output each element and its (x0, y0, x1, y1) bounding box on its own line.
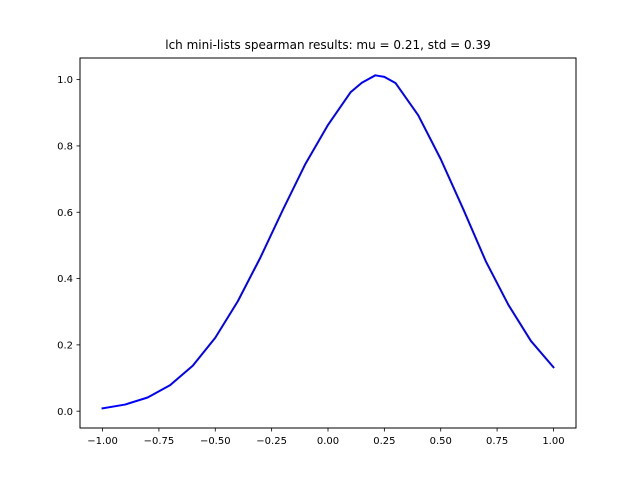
plot-area (101, 74, 555, 410)
y-tick-label: 1.0 (57, 75, 73, 86)
plot-frame (79, 57, 577, 429)
x-tick-label: 0.50 (430, 436, 452, 447)
y-tick-label: 0.6 (57, 208, 73, 219)
y-tick-label: 0.2 (57, 340, 73, 351)
x-tick-label: 0.75 (486, 436, 508, 447)
x-tick-label: −0.50 (200, 436, 231, 447)
x-axis: −1.00 −0.75 −0.50 −0.25 0.00 0.25 0.50 0.75 1.00 (87, 428, 565, 447)
x-tick-label: −0.25 (256, 436, 287, 447)
x-tick-label: −1.00 (87, 436, 118, 447)
y-tick-label: 0.8 (57, 142, 73, 153)
x-tick-label: 1.00 (542, 436, 564, 447)
x-tick-label: 0.00 (317, 436, 339, 447)
y-tick-label: 0.0 (57, 407, 73, 418)
series-line (101, 74, 555, 410)
chart-title: lch mini-lists spearman results: mu = 0.… (165, 38, 491, 52)
y-tick-label: 0.4 (57, 274, 73, 285)
x-tick-label: 0.25 (373, 436, 395, 447)
x-tick-label: −0.75 (144, 436, 175, 447)
y-axis: 0.0 0.2 0.4 0.6 0.8 1.0 (57, 75, 80, 418)
